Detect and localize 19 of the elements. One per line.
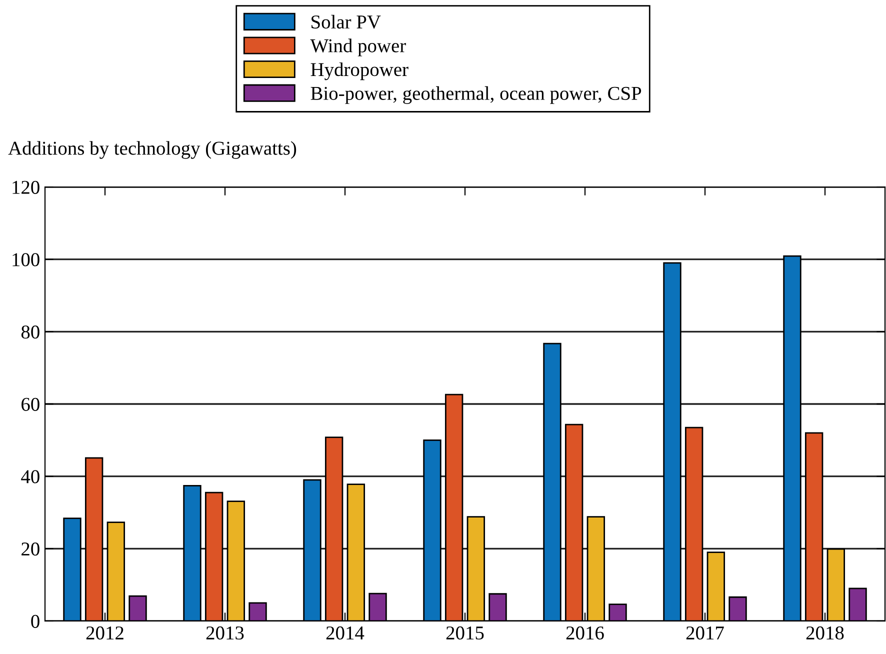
x-tick-label: 2015 <box>446 626 484 640</box>
legend-label: Solar PV <box>312 14 381 29</box>
y-tick-label: 120 <box>12 180 40 194</box>
x-tick-label: 2013 <box>206 626 244 640</box>
x-tick-label: 2016 <box>566 626 604 640</box>
y-tick-label: 40 <box>21 470 40 484</box>
legend-label: Bio-power, geothermal, ocean power, CSP <box>310 86 642 104</box>
x-tick-label: 2014 <box>326 626 364 640</box>
legend-label: Wind power <box>310 38 406 56</box>
x-tick-label: 2018 <box>806 626 844 640</box>
y-tick-label: 100 <box>12 253 40 266</box>
x-tick-label: 2012 <box>86 626 124 640</box>
y-tick-label: 20 <box>22 542 40 556</box>
y-tick-label: 0 <box>31 614 40 628</box>
x-tick-label: 2017 <box>686 626 724 640</box>
y-tick-label: 80 <box>21 325 40 339</box>
legend-label: Hydropower <box>310 62 408 80</box>
y-tick-label: 60 <box>22 398 40 411</box>
y-axis-title: Additions by technology (Gigawatts) <box>8 141 296 159</box>
